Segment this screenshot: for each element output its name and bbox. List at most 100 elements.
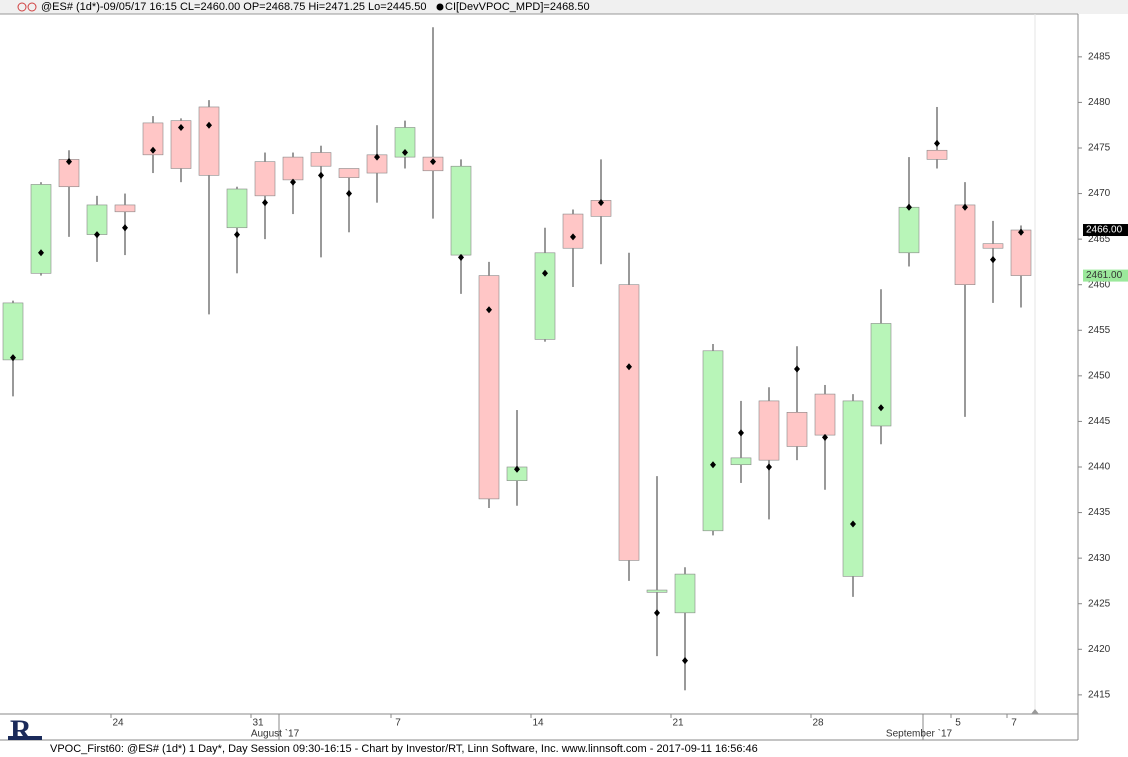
vpoc-dot (906, 203, 912, 211)
price-label: 2466.00 (1086, 225, 1123, 236)
indicator-text: CI[DevVPOC_MPD]=2468.50 (445, 1, 590, 13)
candle-body (2, 302, 24, 361)
vpoc-dot (542, 269, 548, 277)
vpoc-dot (934, 139, 940, 147)
vpoc-dot (794, 365, 800, 373)
status-icon[interactable] (27, 2, 37, 12)
vpoc-dot (598, 199, 604, 207)
vpoc-dot (962, 203, 968, 211)
y-tick-label: 2455 (1088, 325, 1111, 336)
x-tick-label: 31 (252, 718, 264, 729)
candle-body (282, 156, 304, 181)
y-tick-label: 2415 (1088, 690, 1111, 701)
candle-body (86, 204, 108, 235)
marker-triangle (1031, 709, 1039, 714)
vpoc-dot (402, 149, 408, 157)
candle-body (254, 161, 276, 197)
vpoc-dot (374, 153, 380, 161)
vpoc-dot (570, 233, 576, 241)
x-tick-label: 21 (672, 718, 684, 729)
candle-body (226, 188, 248, 229)
vpoc-dot (626, 363, 632, 371)
candle-body (814, 393, 836, 436)
y-tick-label: 2465 (1088, 234, 1111, 245)
candle-body (30, 184, 52, 274)
vpoc-dot (710, 461, 716, 469)
y-tick-label: 2450 (1088, 370, 1111, 381)
candle-body (842, 400, 864, 577)
candle-body (114, 204, 136, 213)
vpoc-dot (150, 146, 156, 154)
y-tick-label: 2485 (1088, 51, 1111, 62)
y-tick-label: 2420 (1088, 644, 1111, 655)
vpoc-dot (318, 171, 324, 179)
x-tick-label: 14 (532, 718, 544, 729)
vpoc-dot (682, 657, 688, 665)
candle-body (982, 243, 1004, 249)
y-tick-label: 2430 (1088, 553, 1111, 564)
candle-body (450, 165, 472, 256)
vpoc-dot (66, 158, 72, 166)
footer-text: VPOC_First60: @ES# (1d*) 1 Day*, Day Ses… (50, 743, 758, 755)
vpoc-dot (990, 256, 996, 264)
candle-body (562, 213, 584, 249)
candle-body (394, 127, 416, 158)
candle-body (478, 275, 500, 500)
candle-body (786, 412, 808, 447)
month-label: August `17 (251, 728, 300, 740)
vpoc-dot (10, 354, 16, 362)
candle-body (142, 122, 164, 156)
vpoc-dot (458, 253, 464, 261)
logo-bar (8, 736, 42, 740)
y-tick-label: 2460 (1088, 279, 1111, 290)
logo: R (8, 714, 42, 747)
candle-body (170, 120, 192, 169)
candle-body (926, 149, 948, 160)
x-tick-label: 7 (395, 718, 401, 729)
vpoc-dot (822, 433, 828, 441)
vpoc-dot (430, 158, 436, 166)
month-label: September `17 (886, 728, 953, 740)
price-label-box (1083, 224, 1128, 237)
x-tick-label: 5 (955, 718, 961, 729)
candle-body (870, 323, 892, 427)
vpoc-dot (346, 190, 352, 198)
y-tick-label: 2440 (1088, 462, 1111, 473)
price-label: 2461.00 (1086, 270, 1123, 281)
vpoc-dot (234, 231, 240, 239)
header-bar (0, 0, 1128, 14)
vpoc-dot (766, 463, 772, 471)
indicator-icon (436, 3, 444, 11)
x-tick-label: 7 (1011, 718, 1017, 729)
x-tick-label: 24 (112, 718, 124, 729)
candle-body (198, 106, 220, 176)
candle-body (898, 206, 920, 254)
candle-body (1010, 229, 1032, 276)
vpoc-dot (1018, 228, 1024, 236)
vpoc-dot (486, 306, 492, 314)
vpoc-dot (262, 199, 268, 207)
vpoc-dot (206, 121, 212, 129)
candle-body (758, 400, 780, 461)
y-tick-label: 2435 (1088, 507, 1111, 518)
candle-body (338, 168, 360, 178)
vpoc-dot (38, 249, 44, 257)
vpoc-dot (514, 465, 520, 473)
vpoc-dot (94, 231, 100, 239)
vpoc-dot (878, 404, 884, 412)
vpoc-dot (654, 609, 660, 617)
vpoc-dot (850, 520, 856, 528)
vpoc-dot (738, 429, 744, 437)
status-icon[interactable] (17, 2, 27, 12)
price-label-box (1083, 269, 1128, 282)
vpoc-dot (290, 178, 296, 186)
candle-body (954, 204, 976, 286)
logo-letter: R (10, 714, 32, 747)
header-text: @ES# (1d*)-09/05/17 16:15 CL=2460.00 OP=… (41, 1, 426, 13)
y-tick-label: 2445 (1088, 416, 1111, 427)
candle-body (618, 284, 640, 561)
y-tick-label: 2480 (1088, 97, 1111, 108)
candle-body (310, 152, 332, 167)
